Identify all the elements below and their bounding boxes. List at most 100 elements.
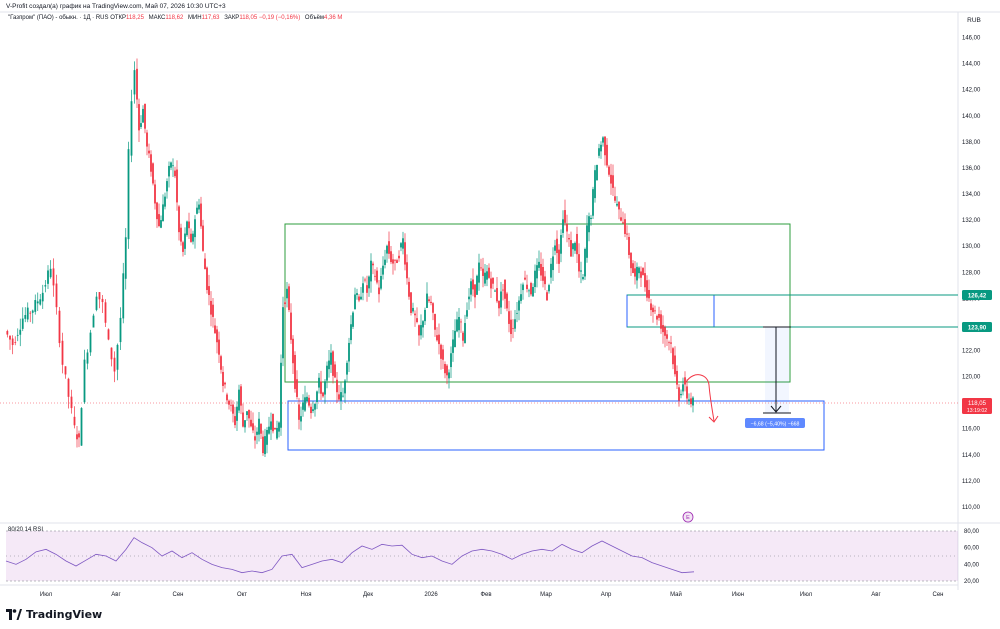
- candle-body: [464, 323, 466, 344]
- candle-body: [294, 354, 296, 389]
- candle-body: [11, 338, 14, 346]
- time-tick-label: 2026: [424, 592, 438, 598]
- candle-body: [632, 263, 634, 274]
- time-tick-label: Сен: [173, 592, 184, 598]
- candle-body: [200, 203, 202, 227]
- candle-body: [133, 70, 136, 95]
- time-tick-label: Май: [670, 591, 682, 598]
- candle-body: [95, 296, 98, 310]
- price-tick-label: 122,00: [962, 348, 981, 354]
- candle-body: [39, 299, 42, 305]
- candle-body: [188, 221, 190, 229]
- forecast-curve-arrow[interactable]: [685, 374, 715, 422]
- candle-body: [478, 262, 480, 283]
- candle-body: [408, 281, 410, 297]
- price-tick-label: 114,00: [962, 453, 981, 459]
- candle-body: [378, 287, 380, 295]
- candle-body: [340, 392, 342, 401]
- candle-body: [566, 223, 568, 232]
- candle-body: [608, 166, 610, 175]
- legend-close-label: ЗАКР: [224, 15, 240, 21]
- candle-body: [216, 329, 218, 343]
- candle-body: [318, 377, 320, 388]
- time-tick-label: Окт: [237, 592, 247, 598]
- candle-body: [424, 309, 426, 322]
- earnings-marker-icon[interactable]: [682, 511, 694, 523]
- price-tick-label: 116,00: [962, 427, 981, 433]
- candle-body: [416, 318, 418, 323]
- candle-body: [49, 268, 52, 278]
- candle-body: [598, 148, 600, 156]
- candle-body: [678, 387, 680, 401]
- candle-body: [354, 294, 356, 310]
- price-tick-label: 118,00: [962, 401, 981, 407]
- time-tick-label: Сен: [933, 592, 944, 598]
- candle-body: [560, 235, 562, 254]
- candle-body: [394, 259, 396, 261]
- resistance-box-blue[interactable]: [626, 294, 715, 328]
- candle-body: [9, 335, 11, 340]
- candle-body: [64, 366, 67, 375]
- measure-area: [765, 327, 789, 413]
- candle-body: [402, 238, 404, 249]
- candle-body: [154, 184, 156, 204]
- candle-body: [140, 123, 142, 127]
- legend-low-value: 117,63: [201, 15, 220, 21]
- candle-body: [240, 386, 242, 406]
- candle-body: [218, 339, 220, 355]
- candle-body: [434, 314, 436, 330]
- candle-body: [686, 386, 688, 399]
- candle-body: [292, 338, 294, 364]
- symbol-legend: "Газпром" (ПАО) - обыкн. · 1Д · RUS ОТКР…: [8, 15, 345, 21]
- time-tick-label: Июн: [732, 592, 744, 598]
- candle-body: [41, 292, 44, 302]
- candle-body: [634, 268, 636, 277]
- candle-body: [562, 219, 564, 233]
- candle-body: [568, 238, 570, 240]
- candle-body: [446, 365, 448, 376]
- tradingview-wordmark: TradingView: [26, 608, 103, 621]
- range-box-green[interactable]: [284, 223, 791, 383]
- candle-body: [538, 261, 540, 268]
- candle-body: [83, 359, 86, 403]
- candle-body: [596, 165, 598, 181]
- candle-body: [172, 165, 174, 167]
- tradingview-logo[interactable]: TradingView: [6, 608, 102, 621]
- candle-body: [16, 334, 19, 336]
- candle-body: [672, 348, 674, 365]
- candle-body: [496, 288, 498, 302]
- candle-body: [376, 270, 378, 283]
- candle-body: [358, 296, 360, 301]
- candle-body: [330, 352, 332, 365]
- candle-body: [432, 303, 434, 313]
- candle-body: [244, 420, 246, 428]
- rsi-indicator-label[interactable]: 80/20 14 RSI: [8, 527, 44, 533]
- candle-body: [208, 286, 210, 296]
- support-box-blue[interactable]: [287, 400, 825, 451]
- candle-body: [176, 169, 178, 203]
- candle-body: [288, 286, 290, 311]
- candle-body: [526, 284, 528, 290]
- candle-body: [272, 413, 274, 432]
- candle-body: [360, 296, 362, 300]
- candle-body: [86, 352, 89, 364]
- price-tick-label: 136,00: [962, 166, 981, 172]
- time-tick-label: Дек: [363, 592, 373, 598]
- candle-body: [436, 335, 438, 341]
- candle-body: [564, 210, 566, 223]
- candle-body: [388, 241, 390, 254]
- candle-body: [396, 260, 398, 264]
- candle-body: [236, 406, 238, 421]
- price-tick-label: 112,00: [962, 479, 981, 485]
- candle-body: [168, 165, 170, 177]
- candle-body: [542, 266, 544, 281]
- candle-body: [138, 104, 140, 131]
- candle-body: [658, 314, 660, 318]
- legend-symbol: "Газпром" (ПАО) - обыкн. · 1Д · RUS: [8, 15, 109, 21]
- candle-body: [612, 175, 614, 188]
- candle-body: [162, 204, 164, 222]
- candle-body: [640, 271, 642, 278]
- candle-body: [124, 237, 127, 279]
- candle-body: [55, 283, 58, 308]
